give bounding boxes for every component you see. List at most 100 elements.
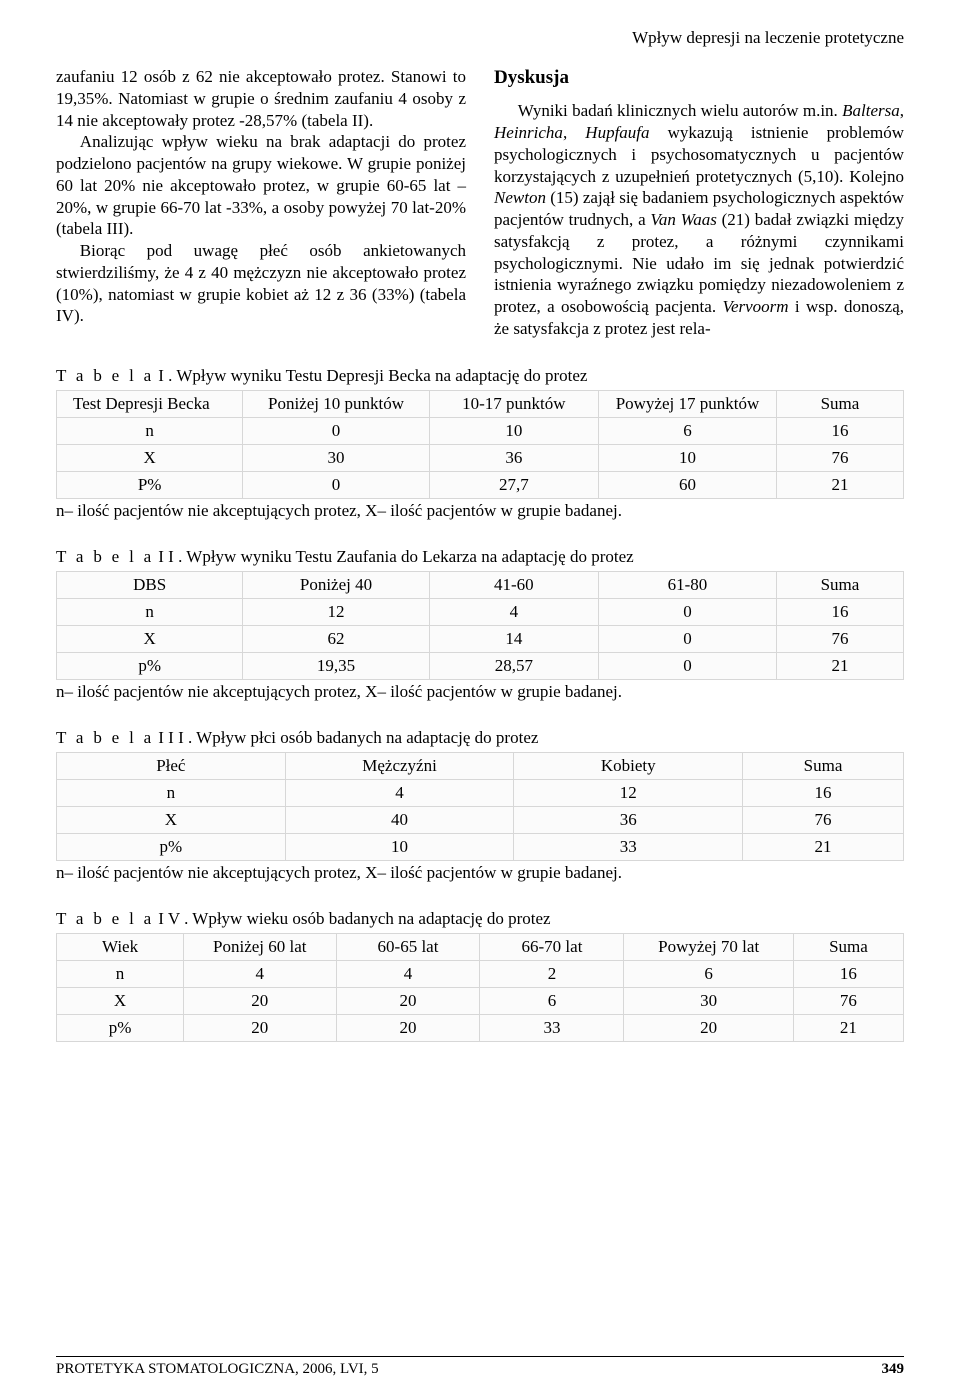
cell: n (57, 960, 184, 987)
table-row: n 4 4 2 6 16 (57, 960, 904, 987)
left-col-p1: zaufaniu 12 osób z 62 nie akceptowało pr… (56, 66, 466, 131)
cell: 10 (285, 833, 514, 860)
cell: 60 (599, 471, 777, 498)
cell: 20 (184, 1014, 336, 1041)
left-col-p3: Biorąc pod uwagę płeć osób ankietowanych… (56, 240, 466, 327)
discussion-heading: Dyskusja (494, 66, 904, 90)
table-row: n 12 4 0 16 (57, 598, 904, 625)
footer-journal: PROTETYKA STOMATOLOGICZNA, 2006, LVI, 5 (56, 1361, 379, 1378)
cell: 0 (243, 471, 429, 498)
rc-em: Van Waas (650, 210, 716, 229)
table-1-block: T a b e l a I . Wpływ wyniku Testu Depre… (56, 366, 904, 521)
cell: 33 (514, 833, 743, 860)
col-header: DBS (57, 571, 243, 598)
col-header: Wiek (57, 933, 184, 960)
col-header: Powyżej 70 lat (624, 933, 793, 960)
caption-num: I V . (154, 909, 188, 928)
rc-text: , (900, 101, 904, 120)
footer-page-number: 349 (882, 1361, 905, 1378)
rc-text: , (563, 123, 585, 142)
cell: 27,7 (429, 471, 598, 498)
cell: 4 (429, 598, 598, 625)
col-header: Suma (743, 752, 904, 779)
table-row: p% 19,35 28,57 0 21 (57, 652, 904, 679)
col-header: 61-80 (599, 571, 777, 598)
cell: p% (57, 833, 286, 860)
cell: 6 (480, 987, 624, 1014)
caption-num: I . (154, 366, 172, 385)
caption-letters: T a b e l a (56, 909, 154, 928)
cell: 16 (793, 960, 903, 987)
cell: 16 (743, 779, 904, 806)
cell: 21 (776, 652, 903, 679)
left-col-p2: Analizując wpływ wieku na brak adaptacji… (56, 131, 466, 240)
rc-text: Wyniki badań klinicznych wielu autorów m… (518, 101, 842, 120)
cell: 12 (243, 598, 429, 625)
table-1-caption: T a b e l a I . Wpływ wyniku Testu Depre… (56, 366, 904, 386)
rc-em: Vervoorm (722, 297, 788, 316)
cell: P% (57, 471, 243, 498)
col-header: 41-60 (429, 571, 598, 598)
table-2-note: n– ilość pacjentów nie akceptujących pro… (56, 682, 904, 702)
table-2-block: T a b e l a I I . Wpływ wyniku Testu Zau… (56, 547, 904, 702)
table-row: X 40 36 76 (57, 806, 904, 833)
col-header: 60-65 lat (336, 933, 480, 960)
table-row: DBS Poniżej 40 41-60 61-80 Suma (57, 571, 904, 598)
right-col-p1: Wyniki badań klinicznych wielu autorów m… (494, 100, 904, 339)
rc-em: Hupfaufa (585, 123, 649, 142)
table-4-block: T a b e l a I V . Wpływ wieku osób badan… (56, 909, 904, 1042)
col-header: Poniżej 10 punktów (243, 390, 429, 417)
caption-rest: Wpływ wyniku Testu Depresji Becka na ada… (172, 366, 587, 385)
cell: 16 (776, 417, 903, 444)
col-header: Suma (776, 571, 903, 598)
cell: p% (57, 1014, 184, 1041)
col-header: Mężczyźni (285, 752, 514, 779)
caption-rest: Wpływ wieku osób badanych na adaptację d… (188, 909, 550, 928)
cell: 0 (599, 652, 777, 679)
cell: 20 (336, 987, 480, 1014)
cell: 21 (776, 471, 903, 498)
table-4-caption: T a b e l a I V . Wpływ wieku osób badan… (56, 909, 904, 929)
cell: 21 (793, 1014, 903, 1041)
table-2-caption: T a b e l a I I . Wpływ wyniku Testu Zau… (56, 547, 904, 567)
table-row: n 4 12 16 (57, 779, 904, 806)
cell: 4 (336, 960, 480, 987)
cell: 36 (429, 444, 598, 471)
cell: 76 (743, 806, 904, 833)
table-3-block: T a b e l a I I I . Wpływ płci osób bada… (56, 728, 904, 883)
running-head: Wpływ depresji na leczenie protetyczne (56, 28, 904, 48)
cell: 6 (624, 960, 793, 987)
col-header: Powyżej 17 punktów (599, 390, 777, 417)
cell: 0 (599, 598, 777, 625)
cell: X (57, 625, 243, 652)
col-header: Test Depresji Becka (57, 390, 243, 417)
cell: 20 (184, 987, 336, 1014)
cell: 0 (243, 417, 429, 444)
cell: 16 (776, 598, 903, 625)
cell: 12 (514, 779, 743, 806)
table-1: Test Depresji Becka Poniżej 10 punktów 1… (56, 390, 904, 499)
table-row: p% 20 20 33 20 21 (57, 1014, 904, 1041)
rc-em: Newton (494, 188, 546, 207)
col-header: Suma (776, 390, 903, 417)
col-header: 10-17 punktów (429, 390, 598, 417)
cell: 10 (599, 444, 777, 471)
table-row: Płeć Mężczyźni Kobiety Suma (57, 752, 904, 779)
caption-rest: Wpływ wyniku Testu Zaufania do Lekarza n… (182, 547, 633, 566)
col-header: Kobiety (514, 752, 743, 779)
table-row: X 62 14 0 76 (57, 625, 904, 652)
cell: 76 (793, 987, 903, 1014)
table-row: X 30 36 10 76 (57, 444, 904, 471)
cell: X (57, 806, 286, 833)
cell: n (57, 417, 243, 444)
caption-letters: T a b e l a (56, 547, 154, 566)
page-footer: PROTETYKA STOMATOLOGICZNA, 2006, LVI, 5 … (56, 1356, 904, 1378)
rc-em: Heinricha (494, 123, 563, 142)
table-2: DBS Poniżej 40 41-60 61-80 Suma n 12 4 0… (56, 571, 904, 680)
table-4: Wiek Poniżej 60 lat 60-65 lat 66-70 lat … (56, 933, 904, 1042)
table-row: Test Depresji Becka Poniżej 10 punktów 1… (57, 390, 904, 417)
cell: 10 (429, 417, 598, 444)
cell: 76 (776, 625, 903, 652)
col-header: Poniżej 60 lat (184, 933, 336, 960)
table-3: Płeć Mężczyźni Kobiety Suma n 4 12 16 X … (56, 752, 904, 861)
